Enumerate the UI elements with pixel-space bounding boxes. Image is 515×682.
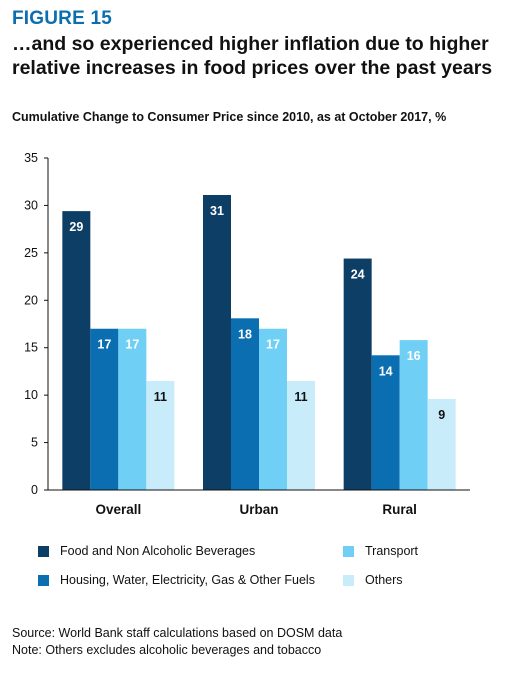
legend-label-housing: Housing, Water, Electricity, Gas & Other… xyxy=(60,573,315,587)
figure-label: FIGURE 15 xyxy=(12,8,112,29)
chart-title: …and so experienced higher inflation due… xyxy=(12,33,493,79)
bar xyxy=(146,380,175,490)
bar-value-label: 11 xyxy=(294,390,307,404)
y-tick-label: 20 xyxy=(24,293,38,307)
bar-value-label: 24 xyxy=(351,268,365,282)
legend-swatch-food xyxy=(38,545,49,557)
bar-value-label: 17 xyxy=(97,338,111,352)
legend-label-food: Food and Non Alcoholic Beverages xyxy=(60,544,256,558)
y-tick-label: 10 xyxy=(24,388,38,402)
y-axis: 0 5 10 15 20 25 30 35 xyxy=(24,151,49,497)
y-tick-label: 0 xyxy=(31,483,38,497)
bar-chart: 0 5 10 15 20 25 30 35 29 17 17 11 31 18 17 11 24 14 16 9 O… xyxy=(24,151,470,517)
bar-value-label: 18 xyxy=(238,327,252,341)
bar-value-label: 17 xyxy=(266,338,280,352)
bars-group xyxy=(62,194,456,490)
bar-value-label: 17 xyxy=(125,338,139,352)
bar xyxy=(231,318,259,490)
bar xyxy=(62,211,91,490)
bar-labels-group: 29 17 17 11 31 18 17 11 24 14 16 9 xyxy=(69,204,445,422)
x-category-label: Overall xyxy=(95,502,141,517)
bar-value-label: 14 xyxy=(379,364,393,378)
bar-value-label: 16 xyxy=(407,349,421,363)
x-axis: Overall Urban Rural xyxy=(48,489,470,517)
bar-value-label: 31 xyxy=(210,204,224,218)
legend-swatch-transport xyxy=(343,545,354,557)
x-category-label: Rural xyxy=(382,502,417,517)
bar xyxy=(118,328,147,490)
bar xyxy=(399,340,428,490)
bar xyxy=(427,398,456,490)
bar-value-label: 9 xyxy=(438,408,445,422)
source-text: Source: World Bank staff calculations ba… xyxy=(12,626,343,640)
legend-swatch-housing xyxy=(38,574,49,586)
legend-swatch-others xyxy=(343,574,354,586)
bar xyxy=(287,380,315,490)
y-tick-label: 25 xyxy=(24,246,38,260)
y-tick-label: 35 xyxy=(24,151,38,165)
note-text: Note: Others excludes alcoholic beverage… xyxy=(12,643,322,657)
bar-value-label: 29 xyxy=(69,220,83,234)
chart-subtitle: Cumulative Change to Consumer Price sinc… xyxy=(12,110,447,124)
bar xyxy=(343,258,372,490)
y-tick-label: 30 xyxy=(24,198,38,212)
x-category-label: Urban xyxy=(239,502,278,517)
bar xyxy=(259,328,287,490)
bar-value-label: 11 xyxy=(154,390,167,404)
legend-label-transport: Transport xyxy=(365,544,419,558)
y-tick-label: 15 xyxy=(24,341,38,355)
legend-item-others: Others xyxy=(343,573,403,587)
legend-item-transport: Transport xyxy=(343,544,418,558)
source-note: Source: World Bank staff calculations ba… xyxy=(12,625,342,659)
bar xyxy=(90,328,119,490)
bar xyxy=(203,194,231,490)
bar xyxy=(371,355,400,490)
legend-item-housing: Housing, Water, Electricity, Gas & Other… xyxy=(38,573,315,587)
y-tick-label: 5 xyxy=(31,436,38,450)
legend-label-others: Others xyxy=(365,573,403,587)
legend-item-food: Food and Non Alcoholic Beverages xyxy=(38,544,255,558)
